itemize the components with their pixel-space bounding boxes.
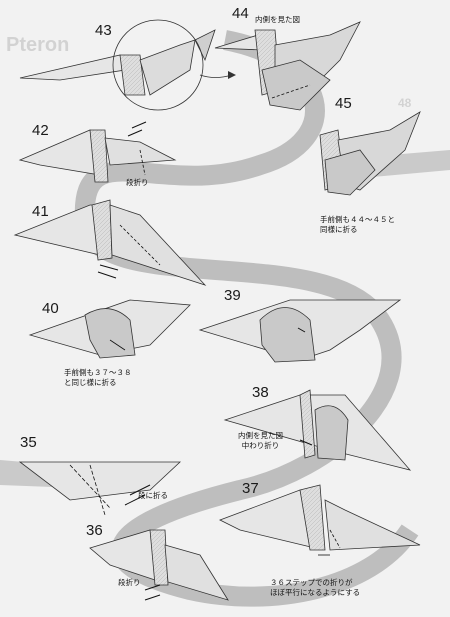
caption-36: 段折り xyxy=(118,578,141,587)
caption-38: 内側を見た図 中わり折り xyxy=(238,431,283,451)
caption-44: 内側を見た図 xyxy=(255,15,300,24)
model-step-36 xyxy=(89,529,229,601)
step-number-43: 43 xyxy=(95,22,112,39)
caption-35: 段に折る xyxy=(138,491,168,500)
model-step-44 xyxy=(214,21,361,111)
step-number-45: 45 xyxy=(335,95,352,112)
caption-40: 手前側も３７～３８ と同じ様に折る xyxy=(64,368,132,388)
model-step-35 xyxy=(18,461,182,516)
caption-37-line1: ３６ステップでの折りが xyxy=(270,578,353,587)
step-number-40: 40 xyxy=(42,300,59,317)
caption-45-line2: 同様に折る xyxy=(320,225,358,234)
detail-circle xyxy=(112,19,204,111)
step-number-35: 35 xyxy=(20,434,37,451)
caption-38-line1: 内側を見た図 xyxy=(238,431,283,440)
step-number-41: 41 xyxy=(32,203,49,220)
caption-40-line2: と同じ様に折る xyxy=(64,378,117,387)
caption-45-line1: 手前側も４４～４５と xyxy=(320,215,395,224)
step-number-38: 38 xyxy=(252,384,269,401)
caption-42: 段折り xyxy=(126,178,149,187)
step-number-36: 36 xyxy=(86,522,103,539)
step-number-39: 39 xyxy=(224,287,241,304)
caption-37: ３６ステップでの折りが ほぼ平行になるようにする xyxy=(270,578,360,598)
caption-37-line2: ほぼ平行になるようにする xyxy=(270,588,361,597)
step-number-44: 44 xyxy=(232,5,249,22)
arrow-to-44 xyxy=(199,74,233,78)
background-page-number: 48 xyxy=(398,96,412,110)
step-number-37: 37 xyxy=(242,480,259,497)
step-number-42: 42 xyxy=(32,122,49,139)
caption-45: 手前側も４４～４５と 同様に折る xyxy=(320,215,395,235)
model-step-37 xyxy=(219,484,421,556)
model-step-40 xyxy=(28,299,191,359)
model-step-41 xyxy=(13,199,207,286)
model-step-42 xyxy=(18,121,177,183)
model-step-43 xyxy=(19,19,236,111)
caption-40-line1: 手前側も３７～３８ xyxy=(64,368,132,377)
model-step-39 xyxy=(198,299,402,363)
model-step-45 xyxy=(319,111,421,196)
model-step-38 xyxy=(223,389,412,471)
caption-38-line2: 中わり折り xyxy=(241,441,280,450)
background-title: Pteron xyxy=(6,34,70,56)
